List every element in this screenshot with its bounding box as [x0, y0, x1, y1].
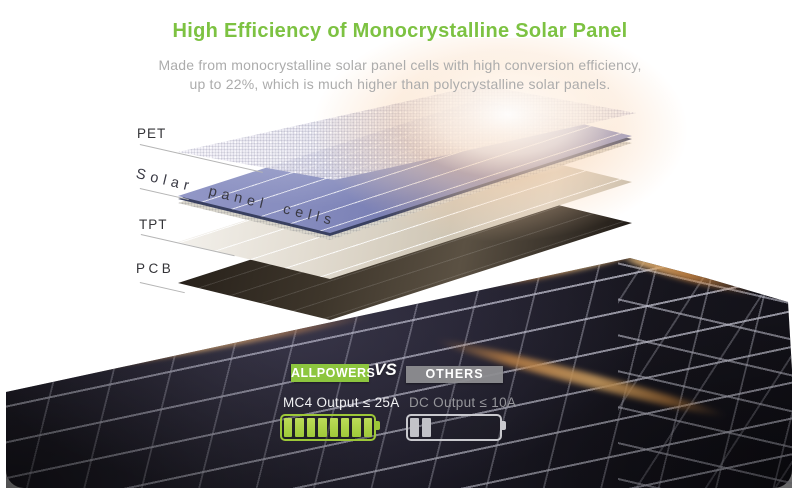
battery-bar [340, 418, 350, 437]
battery-bar [352, 418, 361, 437]
battery-bar [318, 418, 327, 437]
battery-bar [363, 418, 372, 437]
label-tpt: TPT [139, 217, 168, 232]
leader-line-pcb [139, 282, 185, 294]
battery-bar [410, 418, 419, 437]
label-pcb: PCB [136, 261, 175, 276]
others-badge: OTHERS [406, 366, 503, 383]
label-pet: PET [137, 126, 167, 141]
allpowers-spec: MC4 Output ≤ 25A [283, 395, 400, 410]
battery-full-icon [280, 414, 380, 441]
page-title: High Efficiency of Monocrystalline Solar… [172, 20, 628, 42]
battery-nub [502, 421, 506, 430]
battery-bar [295, 418, 304, 437]
battery-bar [306, 418, 316, 437]
battery-nub [376, 421, 380, 430]
subtitle-line-1: Made from monocrystalline solar panel ce… [158, 57, 642, 73]
battery-bar [422, 418, 431, 437]
vs-label: VS [374, 360, 397, 379]
battery-bar [329, 418, 338, 437]
battery-low-icon [406, 414, 506, 441]
subtitle-line-2: up to 22%, which is much higher than pol… [189, 76, 611, 92]
others-spec: DC Output ≤ 10A [409, 395, 517, 410]
allpowers-badge: ALLPOWERS [291, 364, 376, 382]
battery-bar [284, 418, 293, 437]
